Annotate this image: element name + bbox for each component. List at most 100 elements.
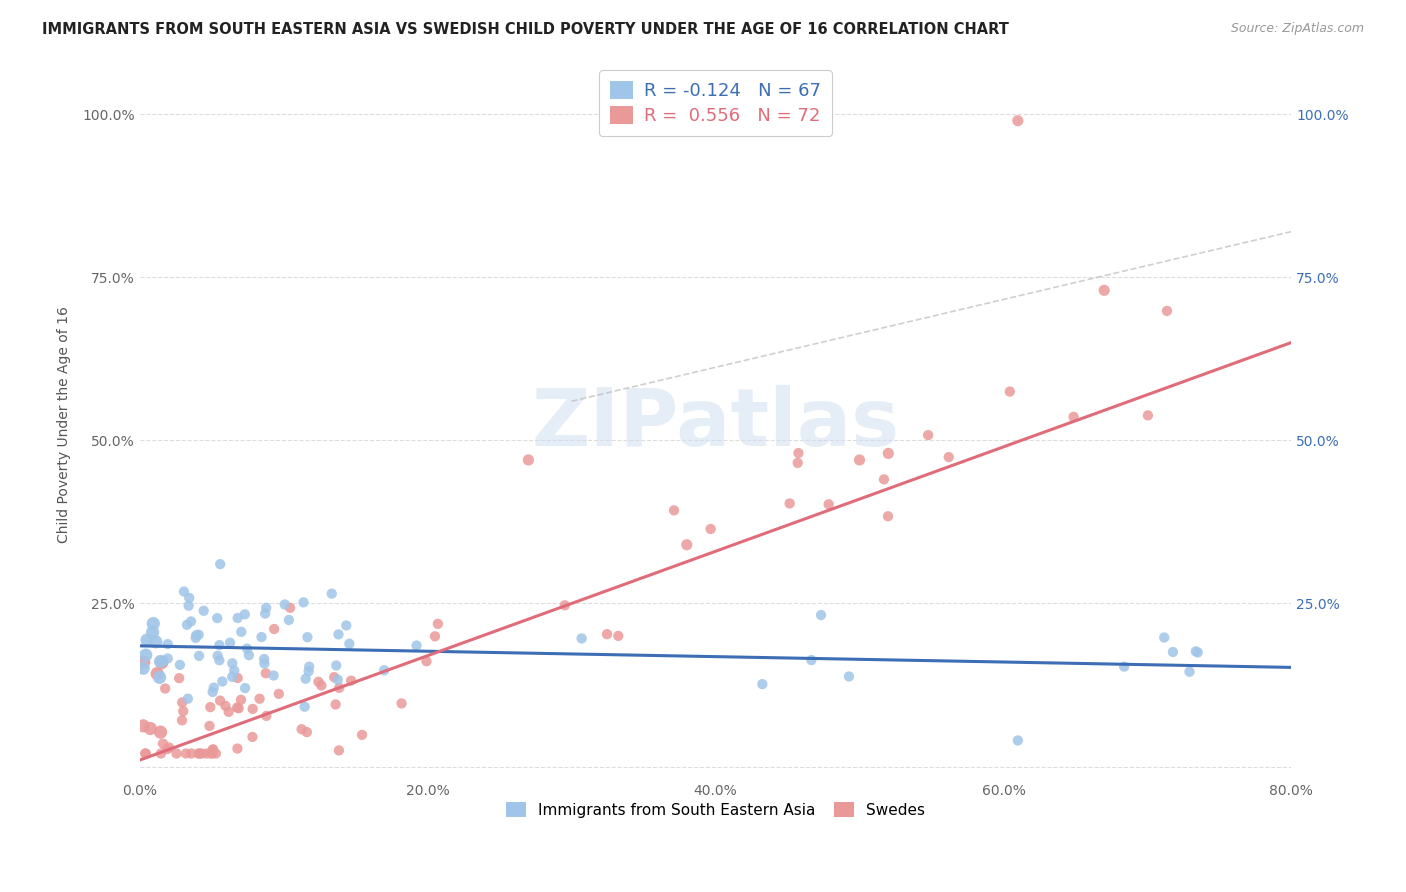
Point [254,607,277,621]
Point [1187,645,1209,659]
Point [208,638,231,652]
Point [1156,304,1178,318]
Point [218,705,240,719]
Point [1114,659,1136,673]
Point [917,428,939,442]
Point [156,742,179,756]
Point [174,747,197,761]
Point [800,653,823,667]
Point [139,722,162,736]
Point [142,625,165,640]
Point [201,685,224,699]
Point [554,599,576,613]
Point [294,699,316,714]
Point [675,538,697,552]
Point [202,742,225,756]
Point [201,747,224,761]
Point [250,630,273,644]
Point [295,725,318,739]
Point [254,666,277,681]
Point [180,747,202,761]
Point [149,670,172,684]
Point [415,654,437,668]
Point [176,617,198,632]
Point [209,557,232,571]
Point [662,503,685,517]
Point [187,628,209,642]
Point [335,618,357,632]
Point [751,677,773,691]
Point [152,654,174,668]
Point [233,607,256,622]
Point [136,633,159,648]
Point [228,701,250,715]
Point [200,700,222,714]
Point [517,453,540,467]
Point [132,719,155,733]
Text: ZIPatlas: ZIPatlas [531,385,900,463]
Point [169,657,191,672]
Point [249,691,271,706]
Point [426,616,449,631]
Point [311,678,333,692]
Point [226,700,249,714]
Point [202,681,225,695]
Point [254,600,277,615]
Point [838,669,860,683]
Point [242,730,264,744]
Point [188,648,211,663]
Point [253,652,276,666]
Point [1136,409,1159,423]
Point [254,709,277,723]
Point [238,648,260,662]
Point [1184,644,1206,658]
Point [848,453,870,467]
Point [167,671,190,685]
Point [231,624,253,639]
Point [571,632,593,646]
Point [337,637,360,651]
Point [221,670,243,684]
Point [219,636,242,650]
Point [190,747,212,761]
Point [278,600,301,615]
Point [157,740,180,755]
Point [221,657,243,671]
Point [326,673,349,687]
Point [226,741,249,756]
Point [373,663,395,677]
Point [391,697,413,711]
Point [1092,283,1115,297]
Text: IMMIGRANTS FROM SOUTH EASTERN ASIA VS SWEDISH CHILD POVERTY UNDER THE AGE OF 16 : IMMIGRANTS FROM SOUTH EASTERN ASIA VS SW… [42,22,1010,37]
Point [179,591,201,605]
Point [1178,665,1201,679]
Point [224,664,246,678]
Point [307,674,329,689]
Point [226,671,249,685]
Point [149,747,172,761]
Point [596,627,619,641]
Point [135,747,157,761]
Point [193,604,215,618]
Point [810,607,832,622]
Point [298,659,321,673]
Point [607,629,630,643]
Point [184,631,207,645]
Point [423,629,446,643]
Point [134,747,156,761]
Point [277,613,299,627]
Point [172,695,194,709]
Point [187,747,209,761]
Point [998,384,1021,399]
Point [405,639,427,653]
Point [145,635,167,649]
Point [1161,645,1184,659]
Point [1007,113,1029,128]
Point [146,666,169,681]
Point [699,522,721,536]
Point [263,668,285,682]
Point [180,615,202,629]
Point [195,747,218,761]
Point [297,665,319,679]
Point [170,714,193,728]
